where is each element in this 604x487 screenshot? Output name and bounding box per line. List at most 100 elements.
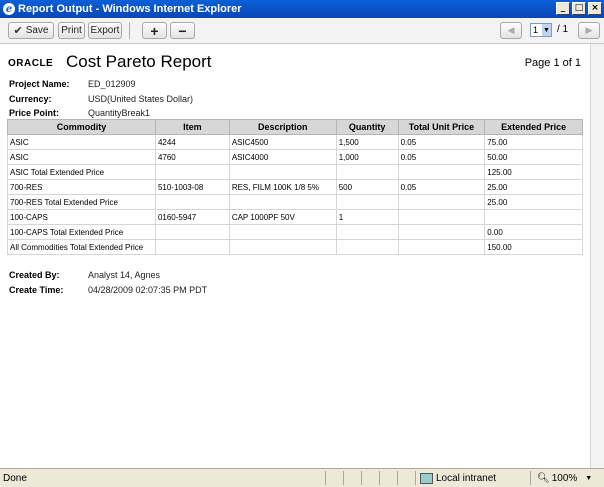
table-row: 100-CAPS 0160-5947 CAP 1000PF 50V 1 bbox=[7, 209, 583, 225]
table-cell bbox=[335, 194, 399, 210]
project-name-row: Project Name: ED_012909 bbox=[9, 79, 136, 89]
table-cell bbox=[397, 209, 486, 225]
export-button-label: Export bbox=[90, 25, 120, 36]
table-cell bbox=[228, 194, 337, 210]
table-cell: 0.05 bbox=[397, 149, 486, 165]
report-table-body: ASIC 4244 ASIC4500 1,500 0.05 75.00 ASIC 4760 AS… bbox=[7, 134, 583, 255]
table-cell: 125.00 bbox=[484, 164, 583, 180]
checkmark-icon: ✔ bbox=[13, 25, 23, 37]
oracle-logo: ORACLE bbox=[8, 58, 54, 69]
table-cell bbox=[397, 224, 486, 240]
page-select[interactable]: 1 ▼ bbox=[530, 23, 552, 37]
table-cell: 1,000 bbox=[335, 149, 399, 165]
table-cell bbox=[228, 224, 337, 240]
internet-explorer-icon: e bbox=[3, 3, 15, 15]
status-divider bbox=[361, 471, 362, 485]
table-cell bbox=[228, 164, 337, 180]
page-select-value: 1 bbox=[533, 25, 539, 35]
table-cell: 700-RES bbox=[7, 179, 156, 195]
table-row: All Commodities Total Extended Price 150.… bbox=[7, 239, 583, 255]
minimize-button[interactable]: _ bbox=[556, 2, 570, 15]
status-divider bbox=[379, 471, 380, 485]
table-cell: 510-1003-08 bbox=[154, 179, 230, 195]
zoom-out-button[interactable]: − bbox=[170, 22, 195, 39]
table-cell bbox=[154, 239, 230, 255]
table-cell: ASIC bbox=[7, 134, 156, 150]
vertical-scrollbar[interactable] bbox=[590, 44, 604, 468]
table-cell: 0160-5947 bbox=[154, 209, 230, 225]
maximize-button[interactable]: □ bbox=[572, 2, 586, 15]
status-divider bbox=[343, 471, 344, 485]
close-button[interactable]: × bbox=[588, 2, 602, 15]
project-name-value: ED_012909 bbox=[88, 79, 136, 89]
table-cell bbox=[484, 209, 583, 225]
table-cell bbox=[335, 224, 399, 240]
table-cell: 4760 bbox=[154, 149, 230, 165]
table-cell: ASIC4500 bbox=[228, 134, 337, 150]
currency-label: Currency: bbox=[9, 94, 52, 104]
minus-icon: − bbox=[178, 22, 187, 39]
table-cell bbox=[154, 164, 230, 180]
table-row: ASIC 4760 ASIC4000 1,000 0.05 50.00 bbox=[7, 149, 583, 165]
table-row: 100-CAPS Total Extended Price 0.00 bbox=[7, 224, 583, 240]
window-controls: _ □ × bbox=[556, 2, 602, 15]
table-cell: 500 bbox=[335, 179, 399, 195]
window-title-bar: e Report Output - Windows Internet Explo… bbox=[0, 0, 604, 18]
column-header: Item bbox=[154, 119, 230, 135]
save-button[interactable]: ✔ Save bbox=[8, 22, 54, 39]
column-header: Total Unit Price bbox=[397, 119, 486, 135]
report-toolbar: ✔ Save Print Export + − ◀ 1 ▼ / 1 ▶ bbox=[0, 18, 604, 44]
create-time-value: 04/28/2009 02:07:35 PM PDT bbox=[88, 285, 208, 295]
zoom-control[interactable]: 🔍︎ 100% ▼ bbox=[537, 471, 592, 485]
table-cell bbox=[335, 239, 399, 255]
table-cell: 4244 bbox=[154, 134, 230, 150]
chevron-down-icon: ▼ bbox=[585, 474, 593, 482]
table-row: ASIC 4244 ASIC4500 1,500 0.05 75.00 bbox=[7, 134, 583, 150]
table-cell: 0.05 bbox=[397, 179, 486, 195]
previous-page-button[interactable]: ◀ bbox=[500, 22, 522, 39]
create-time-row: Create Time: 04/28/2009 02:07:35 PM PDT bbox=[9, 285, 207, 295]
table-cell bbox=[397, 164, 486, 180]
next-page-button[interactable]: ▶ bbox=[578, 22, 600, 39]
table-cell: 700-RES Total Extended Price bbox=[7, 194, 156, 210]
report-title: Cost Pareto Report bbox=[66, 52, 212, 71]
report-table: Commodity Item Description Quantity Tota… bbox=[7, 119, 583, 255]
print-button[interactable]: Print bbox=[58, 22, 85, 39]
status-divider bbox=[415, 471, 416, 485]
table-row: 700-RES 510-1003-08 RES, FILM 100K 1/8 5% 5… bbox=[7, 179, 583, 195]
zoom-in-button[interactable]: + bbox=[142, 22, 167, 39]
table-cell bbox=[228, 239, 337, 255]
intranet-icon bbox=[420, 472, 433, 484]
table-cell bbox=[154, 194, 230, 210]
table-cell: ASIC4000 bbox=[228, 149, 337, 165]
table-cell bbox=[335, 164, 399, 180]
table-cell: 25.00 bbox=[484, 179, 583, 195]
save-button-label: Save bbox=[25, 25, 49, 36]
table-row: 700-RES Total Extended Price 25.00 bbox=[7, 194, 583, 210]
column-header: Description bbox=[228, 119, 337, 135]
currency-row: Currency: USD(United States Dollar) bbox=[9, 94, 193, 104]
column-header: Extended Price bbox=[484, 119, 583, 135]
table-cell: 75.00 bbox=[484, 134, 583, 150]
security-zone[interactable]: Local intranet bbox=[420, 471, 496, 485]
currency-value: USD(United States Dollar) bbox=[88, 94, 194, 104]
status-bar: Done Local intranet 🔍︎ 100% ▼ bbox=[0, 468, 604, 487]
price-point-row: Price Point: QuantityBreak1 bbox=[9, 108, 150, 118]
table-cell: 0.05 bbox=[397, 134, 486, 150]
security-zone-label: Local intranet bbox=[436, 472, 497, 484]
report-content: ORACLE Cost Pareto Report Page 1 of 1 Pr… bbox=[0, 44, 590, 468]
table-cell: 100-CAPS Total Extended Price bbox=[7, 224, 156, 240]
chevron-down-icon: ▼ bbox=[542, 24, 551, 36]
table-cell: 1,500 bbox=[335, 134, 399, 150]
status-divider bbox=[397, 471, 398, 485]
plus-icon: + bbox=[150, 22, 159, 39]
table-cell: ASIC Total Extended Price bbox=[7, 164, 156, 180]
triangle-left-icon: ◀ bbox=[507, 25, 515, 35]
print-button-label: Print bbox=[61, 25, 82, 36]
price-point-label: Price Point: bbox=[9, 108, 60, 118]
table-cell: 100-CAPS bbox=[7, 209, 156, 225]
column-header: Commodity bbox=[7, 119, 156, 135]
table-cell: 25.00 bbox=[484, 194, 583, 210]
table-cell bbox=[397, 194, 486, 210]
export-button[interactable]: Export bbox=[88, 22, 122, 39]
